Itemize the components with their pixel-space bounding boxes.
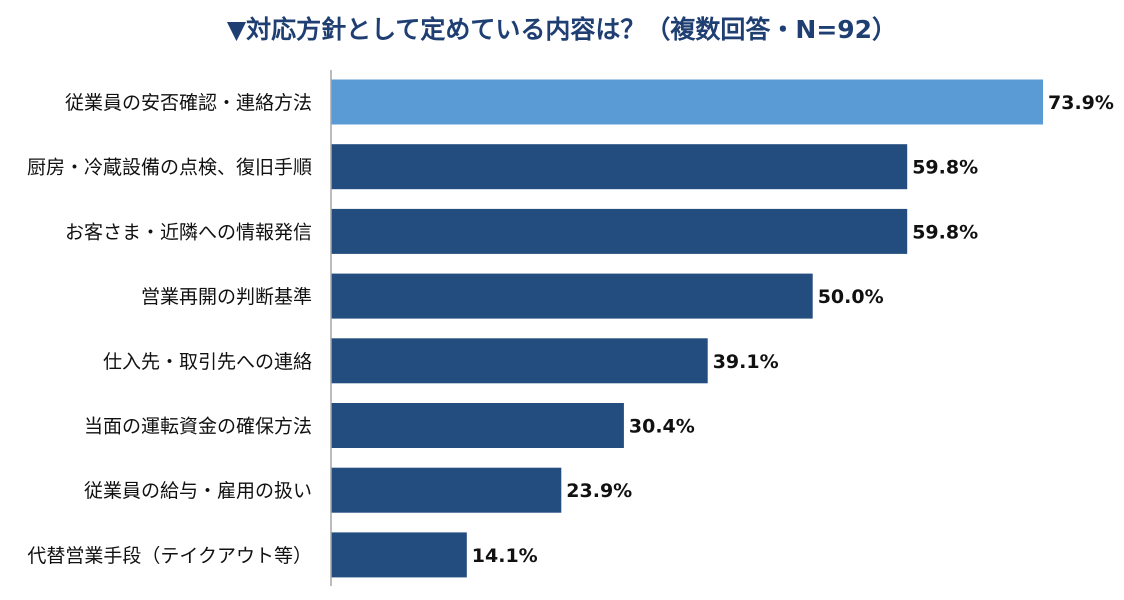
category-label-0: 従業員の安否確認・連絡方法 <box>65 92 312 114</box>
bar-4 <box>331 338 708 384</box>
category-label-3: 営業再開の判断基準 <box>141 286 312 308</box>
value-label-6: 23.9% <box>566 480 632 502</box>
value-labels: 73.9% 59.8% 59.8% 50.0% 39.1% 30.4% 23.9% 14.1% <box>472 92 1114 567</box>
value-label-3: 50.0% <box>818 286 884 308</box>
value-label-1: 59.8% <box>912 157 978 179</box>
chart-title: ▼対応方針として定めている内容は？（複数回答・N=92） <box>226 15 898 44</box>
bar-5 <box>331 403 624 448</box>
value-label-2: 59.8% <box>912 221 978 243</box>
category-label-6: 従業員の給与・雇用の扱い <box>84 480 312 502</box>
category-label-2: お客さま・近隣への情報発信 <box>65 221 312 243</box>
bar-2 <box>331 208 908 254</box>
bar-0 <box>331 79 1043 125</box>
value-label-4: 39.1% <box>713 351 779 373</box>
bar-7 <box>331 532 467 578</box>
value-label-7: 14.1% <box>472 545 538 567</box>
category-label-5: 当面の運転資金の確保方法 <box>84 416 312 438</box>
bar-6 <box>331 467 562 513</box>
value-label-0: 73.9% <box>1048 92 1114 114</box>
category-label-7: 代替営業手段（テイクアウト等） <box>27 545 312 567</box>
category-label-1: 厨房・冷蔵設備の点検、復旧手順 <box>27 157 312 179</box>
bar-1 <box>331 144 908 190</box>
category-labels: 従業員の安否確認・連絡方法厨房・冷蔵設備の点検、復旧手順お客さま・近隣への情報発… <box>27 92 312 567</box>
category-label-4: 仕入先・取引先への連絡 <box>103 351 312 373</box>
value-label-5: 30.4% <box>629 416 695 438</box>
bar-3 <box>331 273 813 319</box>
bars-layer <box>331 79 1043 578</box>
